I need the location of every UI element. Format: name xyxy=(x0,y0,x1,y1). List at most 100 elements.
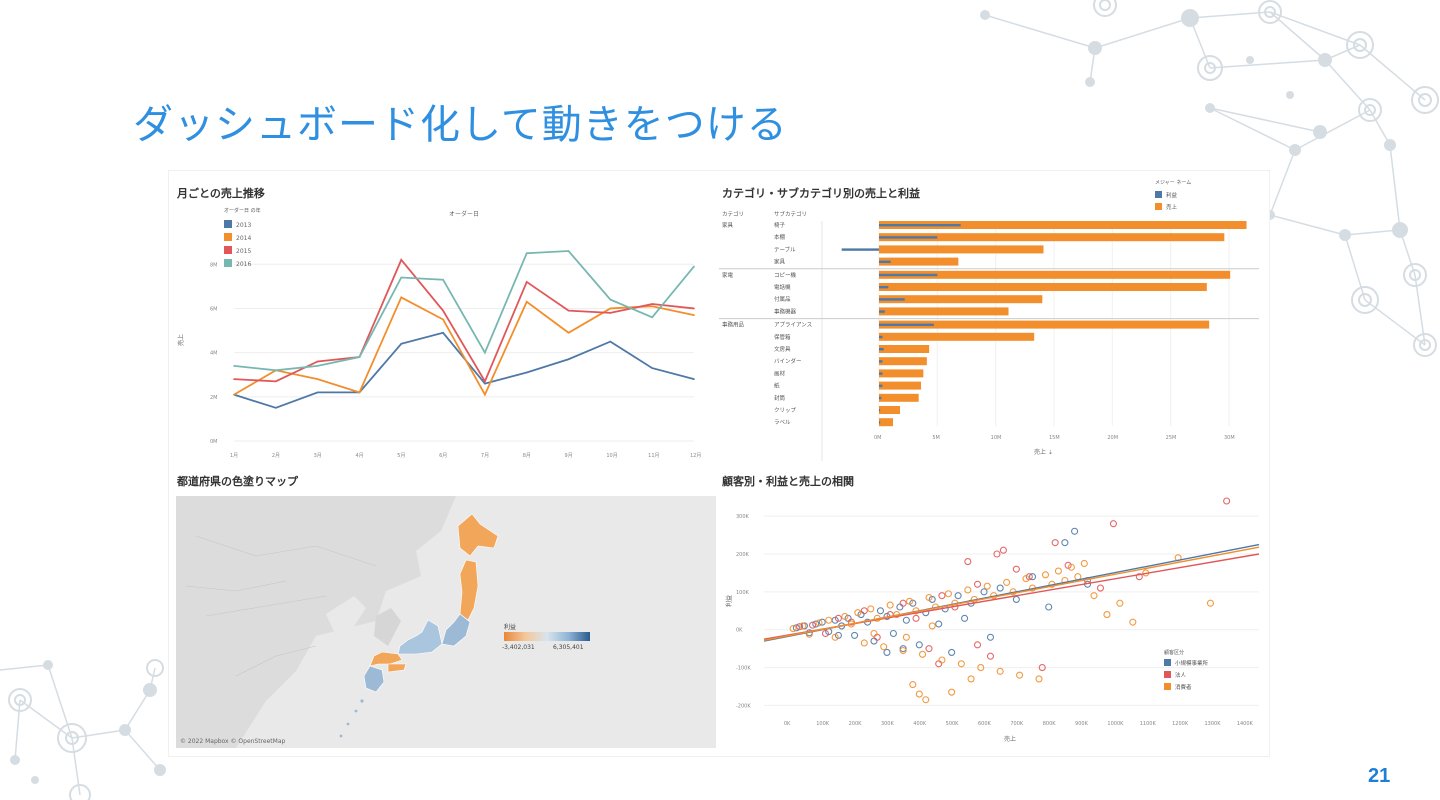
line-chart-point xyxy=(525,301,528,303)
bar-chart-sales-bar xyxy=(879,245,1044,254)
line-chart-point xyxy=(693,307,695,310)
scatter-point xyxy=(996,584,1004,592)
bar-chart-row-label: 封筒 xyxy=(774,394,786,402)
scatter-xtick: 300K xyxy=(881,721,895,727)
bar-chart-profit-bar xyxy=(879,224,961,227)
hokkaido-shape xyxy=(457,513,499,557)
line-chart-point xyxy=(316,391,319,394)
bar-chart-row-label: 画材 xyxy=(774,369,786,377)
line-chart-point xyxy=(609,340,612,343)
line-chart-point xyxy=(233,393,235,396)
scatter-point xyxy=(870,629,878,638)
bar-chart-title: カテゴリ・サブカテゴリ別の売上と利益 xyxy=(722,187,920,200)
map-title: 都道府県の色塗りマップ xyxy=(177,475,298,488)
line-chart-point xyxy=(651,303,653,305)
line-chart-point xyxy=(233,365,235,367)
scatter-point xyxy=(854,609,862,617)
line-chart-point xyxy=(525,371,528,374)
line-chart-legend-label: 2014 xyxy=(236,235,251,242)
scatter-legend-swatch xyxy=(1164,671,1171,678)
bar-chart-header-category: カテゴリ xyxy=(722,210,744,218)
bar-chart-profit-bar xyxy=(879,323,934,326)
map-legend-title: 利益 xyxy=(504,624,517,631)
line-chart-xtick: 7月 xyxy=(481,453,489,459)
chugoku-shape xyxy=(369,651,403,667)
bar-chart-legend-title: メジャー ネーム xyxy=(1155,180,1191,186)
bar-chart-sales-bar xyxy=(879,295,1043,304)
bar-chart-sales-bar xyxy=(879,418,893,427)
scatter-point xyxy=(996,667,1004,675)
bar-chart-row-label: ラベル xyxy=(774,419,791,426)
scatter-point xyxy=(886,601,894,609)
line-chart-legend-swatch xyxy=(224,259,232,267)
bar-chart-profit-bar xyxy=(879,335,883,339)
scatter-point xyxy=(1061,539,1069,547)
line-chart-xtick: 2月 xyxy=(272,453,280,459)
line-chart-series-line xyxy=(233,296,695,397)
line-chart-point xyxy=(567,331,570,334)
scatter-point xyxy=(948,648,956,656)
bar-chart-header-subcategory: サブカテゴリ xyxy=(774,210,807,218)
line-chart-legend-label: 2016 xyxy=(236,261,251,268)
bar-chart-xlabel: 売上 ⇣ xyxy=(1034,448,1053,456)
line-chart-legend-swatch xyxy=(224,246,232,254)
scatter-point xyxy=(899,646,907,655)
bar-chart-sales-bar xyxy=(879,381,921,390)
line-chart-point xyxy=(275,407,277,409)
bar-chart-sales-bar xyxy=(879,320,1210,329)
scatter-point xyxy=(880,643,888,651)
shikoku-shape xyxy=(387,663,407,673)
tohoku-shape xyxy=(459,559,479,621)
scatter-xtick: 500K xyxy=(946,721,960,727)
bar-chart-sales-bar xyxy=(879,307,1009,316)
line-chart-point xyxy=(609,312,612,314)
bar-chart-sales-bar xyxy=(879,270,1231,279)
scatter-ytick: -200K xyxy=(736,703,751,709)
bar-chart-row-label: 本棚 xyxy=(774,233,786,241)
prefecture-map[interactable]: 利益 -3,402,031 6,305,401 © 2022 Mapbox © … xyxy=(176,496,716,748)
line-chart-legend-label: 2015 xyxy=(236,248,251,255)
bar-chart-xtick: 15M xyxy=(1049,435,1060,441)
bar-chart-row-label: 保管箱 xyxy=(774,333,791,341)
line-chart-xtick: 12月 xyxy=(690,453,701,459)
line-chart-xtick: 9月 xyxy=(565,453,573,459)
line-chart-point xyxy=(316,365,319,367)
scatter-point xyxy=(896,603,904,611)
map-legend-max: 6,305,401 xyxy=(553,644,584,651)
line-chart-xtick: 4月 xyxy=(355,453,363,459)
scatter-point xyxy=(928,622,936,630)
scatter-xtick: 0K xyxy=(784,721,791,727)
line-chart-point xyxy=(275,380,277,383)
scatter-point xyxy=(860,639,868,647)
scatter-point xyxy=(870,637,878,645)
bar-chart-row-label: 事務機器 xyxy=(774,307,797,315)
scatter-point xyxy=(867,605,875,613)
scatter-point xyxy=(1035,675,1043,683)
scatter-point xyxy=(1135,573,1143,581)
scatter-point xyxy=(1080,559,1088,568)
bar-chart-row-label: クリップ xyxy=(774,407,797,414)
line-chart-title: 月ごとの売上推移 xyxy=(177,187,265,200)
scatter-point xyxy=(789,625,797,633)
bar-chart-profit-bar xyxy=(879,409,881,412)
scatter-point xyxy=(808,621,817,629)
scatter-point xyxy=(973,580,982,588)
scatter-point xyxy=(915,641,923,649)
line-chart-legend-label: 2013 xyxy=(236,222,251,229)
scatter-point xyxy=(993,550,1001,558)
scatter-point xyxy=(902,616,910,624)
scatter-point xyxy=(873,633,881,641)
bar-chart-sales-bar xyxy=(879,369,924,378)
bar-chart-row-label: コピー機 xyxy=(774,271,797,279)
bar-chart-sales-bar xyxy=(879,406,900,414)
map-legend-min: -3,402,031 xyxy=(502,644,535,651)
bar-chart-row-label: 椅子 xyxy=(774,221,786,229)
line-chart-point xyxy=(484,393,486,396)
line-chart-ytick: 2M xyxy=(210,395,218,401)
bar-chart-profit-bar xyxy=(879,421,881,424)
scatter-ytick: 100K xyxy=(736,590,750,596)
line-chart-ytick: 6M xyxy=(210,306,218,312)
scatter-point xyxy=(1045,603,1053,611)
line-chart-point xyxy=(358,356,361,358)
line-chart-point xyxy=(651,316,653,319)
